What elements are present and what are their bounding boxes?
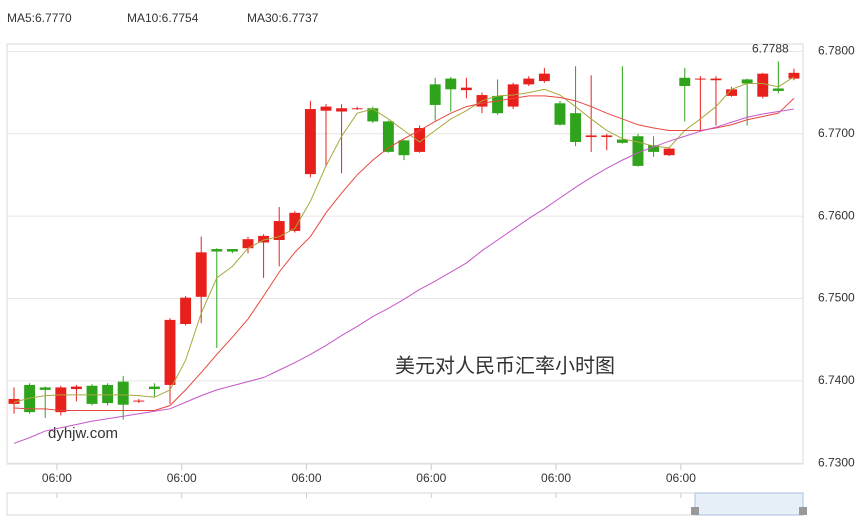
x-tick-label: 06:00: [291, 471, 321, 485]
candle-body: [148, 386, 160, 390]
candle-body: [133, 400, 145, 402]
candle-body: [398, 140, 410, 156]
candle-body: [663, 148, 675, 156]
candle-body: [788, 72, 800, 79]
x-tick-label: 06:00: [541, 471, 571, 485]
candle-body: [367, 108, 379, 122]
y-tick-label: 6.7400: [818, 373, 855, 387]
candle-body: [414, 128, 426, 152]
candle-body: [460, 87, 472, 91]
candle-body: [273, 221, 285, 240]
candle-body: [226, 249, 238, 252]
candle-body: [70, 386, 82, 390]
candle-body: [585, 135, 597, 138]
chart-annotation: 美元对人民币汇率小时图: [395, 354, 615, 378]
candle-body: [616, 139, 628, 143]
candle-body: [195, 252, 207, 297]
candle-body: [772, 88, 784, 91]
candle-body: [320, 106, 332, 111]
legend-label: MA30:6.7737: [247, 11, 319, 25]
candle-body: [726, 89, 738, 96]
candle-body: [304, 109, 316, 175]
x-tick-label: 06:00: [666, 471, 696, 485]
candle-body: [632, 136, 644, 166]
ma-line: [13, 108, 795, 444]
candle-body: [757, 73, 769, 97]
navigator-frame: [6, 492, 804, 516]
candle-body: [164, 319, 176, 385]
navigator-selection[interactable]: [694, 492, 804, 516]
candle-body: [554, 103, 566, 125]
candle-body: [289, 212, 301, 231]
navigator-handle[interactable]: [691, 507, 699, 515]
candle-body: [382, 121, 394, 152]
candle-body: [180, 297, 192, 324]
x-tick-label: 06:00: [42, 471, 72, 485]
candle-body: [351, 108, 363, 110]
candle-body: [258, 235, 270, 243]
candle-body: [242, 239, 254, 249]
y-tick-label: 6.7500: [818, 291, 855, 305]
candle-body: [679, 77, 691, 86]
legend-label: MA10:6.7754: [127, 11, 199, 25]
candle-body: [39, 387, 51, 390]
candle-body: [523, 78, 535, 85]
legend-label: MA5:6.7770: [7, 11, 72, 25]
ma-line: [13, 95, 795, 411]
candle-body: [336, 108, 348, 112]
candle-body: [741, 79, 753, 84]
y-tick-label: 6.7300: [818, 455, 855, 469]
navigator: [6, 492, 807, 516]
candle-body: [445, 78, 457, 90]
candle-body: [429, 84, 441, 105]
candle-body: [117, 381, 129, 405]
candle-body: [211, 249, 223, 252]
candle-body: [648, 145, 660, 152]
y-tick-label: 6.7600: [818, 208, 855, 222]
candle-body: [601, 135, 613, 138]
x-tick-label: 06:00: [167, 471, 197, 485]
candle-body: [538, 73, 550, 82]
candle-body: [8, 398, 20, 404]
plot-frame: [6, 43, 804, 465]
candle-body: [570, 113, 582, 142]
y-tick-label: 6.7800: [818, 44, 855, 58]
watermark: dyhjw.com: [48, 425, 118, 442]
ma-line: [13, 76, 795, 403]
x-tick-label: 06:00: [416, 471, 446, 485]
candle-body: [492, 95, 504, 114]
candle-body: [102, 384, 114, 404]
candle-body: [55, 387, 67, 413]
candle-body: [710, 78, 722, 81]
candle-body: [694, 78, 706, 80]
max-label: 6.7788: [752, 41, 789, 55]
navigator-handle[interactable]: [799, 507, 807, 515]
y-tick-label: 6.7700: [818, 126, 855, 140]
